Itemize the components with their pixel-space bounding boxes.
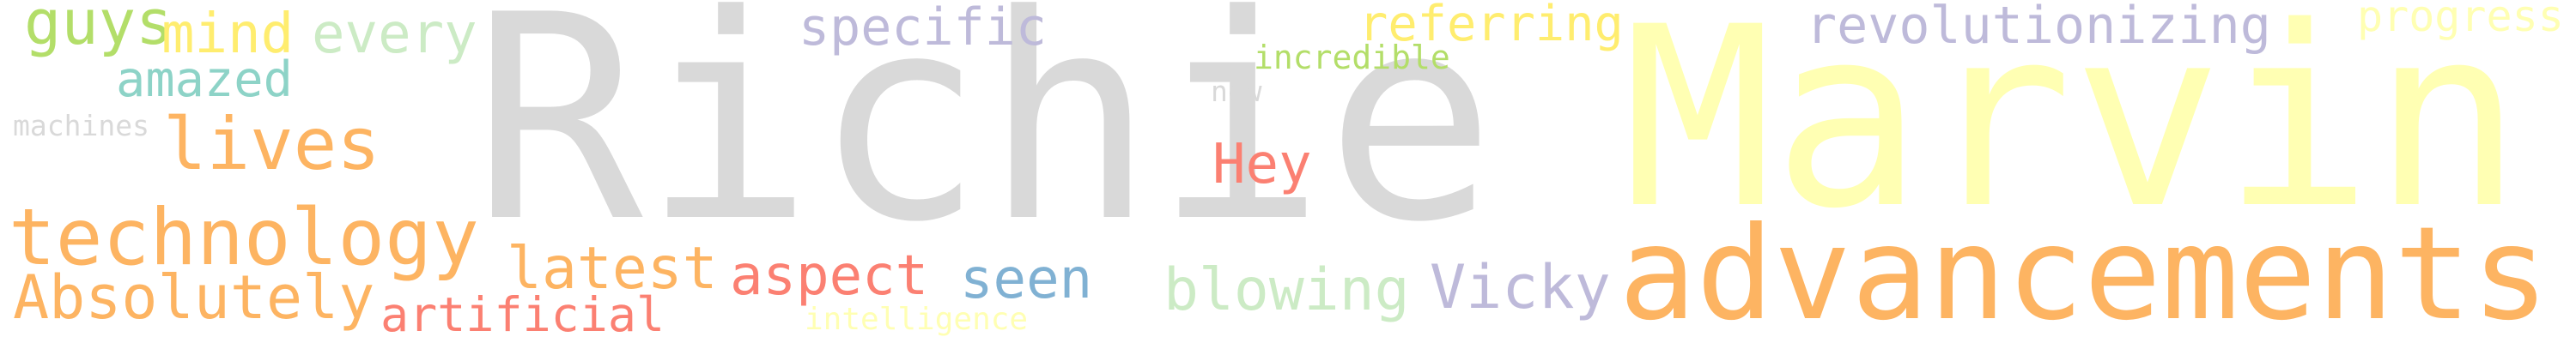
word-hey: Hey — [1212, 133, 1312, 196]
word-intelligence: intelligence — [805, 302, 1029, 337]
word-machines: machines — [13, 109, 149, 142]
word-progress: progress — [2357, 0, 2564, 41]
word-specific: specific — [799, 0, 1047, 57]
word-absolutely: Absolutely — [13, 262, 375, 333]
word-richie: Richie — [472, 0, 1497, 284]
word-aspect: aspect — [730, 244, 929, 308]
word-vicky: Vicky — [1430, 252, 1611, 322]
word-advancements: advancements — [1619, 200, 2549, 349]
word-referring: referring — [1358, 0, 1624, 52]
word-now: now — [1211, 75, 1262, 108]
word-every: every — [312, 3, 477, 66]
word-mind: mind — [161, 3, 295, 66]
word-technology: technology — [9, 193, 479, 283]
word-incredible: incredible — [1254, 39, 1450, 76]
word-marvin: Marvin — [1623, 0, 2523, 263]
word-latest: latest — [507, 235, 718, 303]
word-artificial: artificial — [380, 287, 665, 342]
word-lives: lives — [163, 102, 380, 186]
word-guys: guys — [24, 0, 173, 58]
word-revolutionizing: revolutionizing — [1806, 0, 2271, 56]
word-seen: seen — [960, 248, 1093, 311]
word-blowing: blowing — [1163, 256, 1410, 324]
word-amazed: amazed — [116, 51, 293, 108]
